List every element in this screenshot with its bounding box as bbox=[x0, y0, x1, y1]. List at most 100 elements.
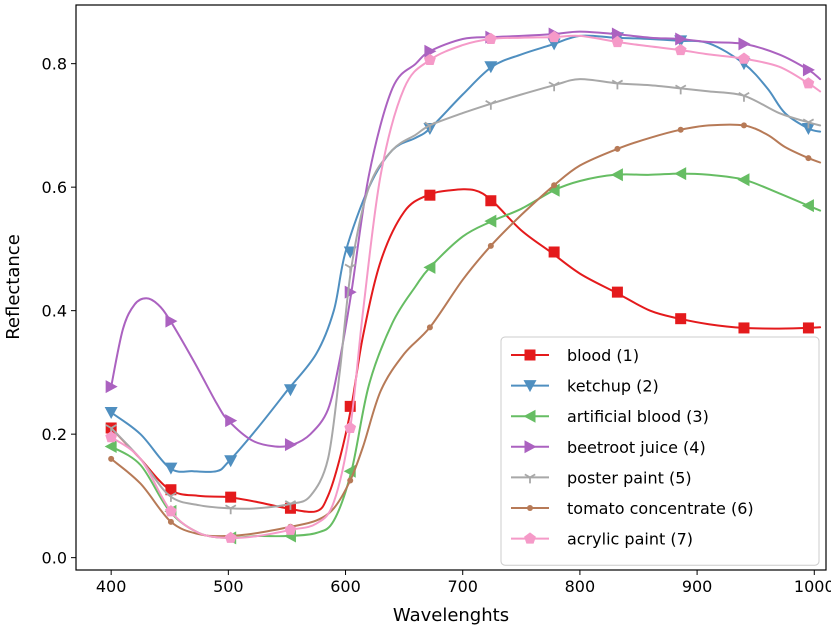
data-point bbox=[105, 431, 118, 443]
data-point bbox=[485, 100, 497, 110]
data-point bbox=[424, 121, 436, 132]
x-tick-label: 700 bbox=[447, 577, 478, 596]
legend-swatch-marker bbox=[523, 380, 537, 393]
data-point bbox=[551, 182, 558, 189]
data-point bbox=[104, 440, 117, 454]
data-point bbox=[805, 155, 812, 162]
data-point bbox=[677, 126, 684, 133]
data-point bbox=[224, 455, 238, 468]
data-point bbox=[225, 491, 237, 503]
legend-label: poster paint (5) bbox=[567, 468, 692, 487]
data-point bbox=[347, 477, 354, 484]
series-5 bbox=[105, 78, 822, 515]
y-tick-label: 0.6 bbox=[42, 178, 67, 197]
data-point bbox=[424, 189, 436, 201]
data-point bbox=[611, 286, 623, 298]
data-point bbox=[802, 63, 815, 77]
data-point bbox=[344, 400, 356, 412]
legend-item: acrylic paint (7) bbox=[511, 530, 693, 549]
data-point bbox=[484, 61, 498, 74]
data-point bbox=[344, 421, 357, 433]
data-point bbox=[225, 414, 238, 428]
series-7 bbox=[105, 30, 822, 543]
data-point bbox=[611, 35, 624, 48]
data-point bbox=[738, 37, 751, 51]
x-axis: 400 500 600 700 800 900 1000 bbox=[96, 570, 831, 596]
legend-swatch-marker bbox=[523, 409, 536, 423]
legend-item: poster paint (5) bbox=[511, 468, 692, 487]
data-point bbox=[165, 484, 177, 496]
series-line bbox=[110, 123, 822, 538]
data-point bbox=[424, 53, 436, 65]
x-tick-label: 900 bbox=[682, 577, 713, 596]
legend-label: ketchup (2) bbox=[567, 377, 659, 396]
data-point bbox=[284, 500, 297, 510]
data-point bbox=[284, 523, 297, 535]
data-point bbox=[484, 32, 497, 44]
y-axis: 0.0 0.2 0.4 0.6 0.8 bbox=[42, 55, 76, 568]
data-point bbox=[738, 52, 750, 64]
data-point bbox=[487, 242, 494, 249]
data-point bbox=[344, 263, 356, 274]
data-point bbox=[165, 505, 177, 517]
legend-swatch-marker bbox=[527, 505, 533, 511]
data-point bbox=[225, 504, 237, 515]
legend-label: tomato concentrate (6) bbox=[567, 499, 754, 518]
x-axis-label: Wavelenghts bbox=[393, 605, 509, 626]
data-point bbox=[740, 122, 747, 129]
axes-frame bbox=[75, 4, 827, 571]
data-point bbox=[167, 518, 174, 525]
legend-item: tomato concentrate (6) bbox=[511, 499, 754, 518]
legend-box bbox=[500, 336, 820, 566]
data-point bbox=[737, 173, 750, 187]
data-point bbox=[738, 322, 750, 334]
data-point bbox=[611, 27, 624, 41]
data-point bbox=[165, 314, 178, 328]
legend-item: artificial blood (3) bbox=[511, 407, 709, 426]
data-point bbox=[802, 118, 815, 129]
x-tick-label: 500 bbox=[213, 577, 244, 596]
legend-item: beetroot juice (4) bbox=[511, 438, 706, 457]
legend-item: blood (1) bbox=[511, 346, 639, 365]
data-point bbox=[485, 195, 497, 207]
legend-item: ketchup (2) bbox=[511, 377, 659, 396]
data-point bbox=[423, 260, 436, 274]
y-tick-label: 0.0 bbox=[42, 549, 67, 568]
data-point bbox=[675, 32, 688, 46]
data-point bbox=[547, 183, 560, 197]
data-point bbox=[284, 438, 297, 452]
data-point bbox=[105, 380, 118, 394]
data-point bbox=[424, 44, 437, 58]
y-tick-label: 0.2 bbox=[42, 425, 67, 444]
data-point bbox=[802, 322, 814, 334]
data-point bbox=[548, 30, 560, 43]
data-point bbox=[104, 407, 118, 420]
legend-label: acrylic paint (7) bbox=[567, 530, 693, 549]
legend-label: blood (1) bbox=[567, 346, 639, 365]
y-tick-label: 0.8 bbox=[42, 55, 67, 74]
plot-area bbox=[104, 27, 822, 545]
legend-swatch-marker bbox=[524, 532, 536, 544]
series-line bbox=[110, 34, 822, 540]
legend-label: artificial blood (3) bbox=[567, 407, 709, 426]
data-point bbox=[614, 145, 621, 152]
legend-swatch-marker bbox=[524, 440, 537, 454]
data-point bbox=[675, 313, 687, 325]
data-point bbox=[674, 43, 687, 56]
data-point bbox=[674, 167, 687, 181]
series-line bbox=[110, 30, 822, 448]
y-tick-label: 0.4 bbox=[42, 302, 67, 321]
x-tick-label: 600 bbox=[330, 577, 361, 596]
data-point bbox=[164, 462, 178, 475]
data-point bbox=[611, 79, 624, 90]
x-tick-label: 800 bbox=[565, 577, 596, 596]
legend-label: beetroot juice (4) bbox=[567, 438, 706, 457]
data-point bbox=[165, 492, 177, 502]
data-point bbox=[610, 168, 623, 182]
data-point bbox=[801, 199, 814, 213]
legend: blood (1) ketchup (2) artificial blood (3)… bbox=[500, 336, 820, 566]
legend-swatch-marker bbox=[524, 349, 536, 361]
data-point bbox=[738, 91, 750, 102]
data-point bbox=[548, 246, 560, 258]
